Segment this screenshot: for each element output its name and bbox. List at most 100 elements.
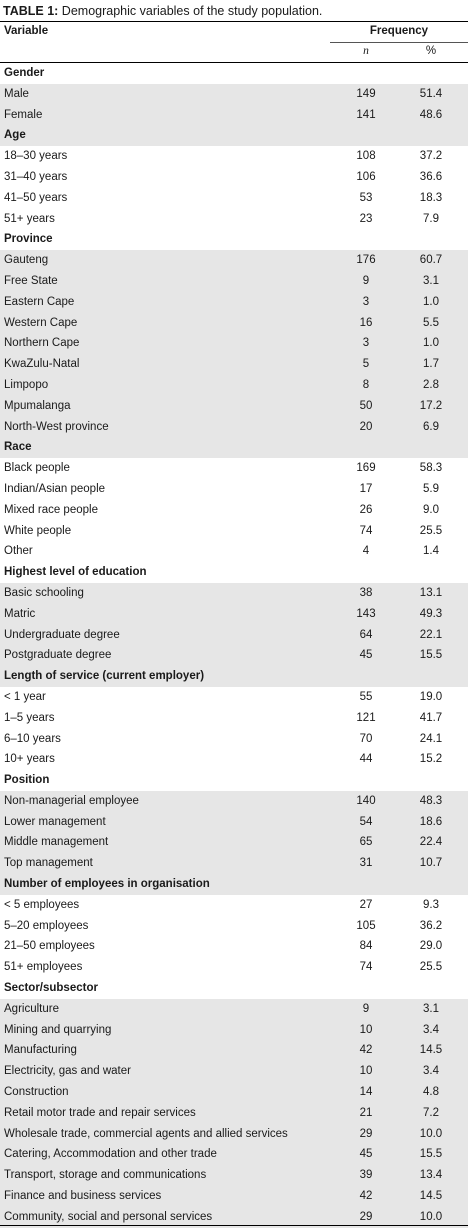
- row-count: 169: [356, 462, 376, 475]
- table-row: 5–20 employees 105 36.2: [0, 916, 468, 937]
- group-title: Length of service (current employer): [4, 670, 205, 683]
- row-count: 26: [359, 503, 373, 516]
- row-label: 18–30 years: [4, 150, 68, 163]
- row-label: Northern Cape: [4, 337, 80, 350]
- table-row: 51+ years 23 7.9: [0, 209, 468, 230]
- row-label: Finance and business services: [4, 1190, 162, 1203]
- table-body: Gender Male 149 51.4 Female 141 48.6 Age 18–30 y…: [0, 63, 468, 1228]
- row-percent: 29.0: [419, 940, 443, 953]
- row-label: Construction: [4, 1086, 69, 1099]
- header-n: n: [363, 45, 369, 57]
- table-row: Electricity, gas and water 10 3.4: [0, 1061, 468, 1083]
- table-row: Eastern Cape 3 1.0: [0, 291, 468, 313]
- header-rule: [0, 62, 468, 63]
- table-row: Northern Cape 3 1.0: [0, 333, 468, 355]
- row-percent: 10.7: [419, 857, 443, 870]
- row-label: 6–10 years: [4, 732, 61, 745]
- table-row: Postgraduate degree 45 15.5: [0, 645, 468, 667]
- row-count: 50: [359, 399, 373, 412]
- group-title: Gender: [4, 67, 45, 79]
- row-label: Matric: [4, 607, 36, 620]
- row-label: Agriculture: [4, 1002, 59, 1015]
- table-row: Manufacturing 42 14.5: [0, 1040, 468, 1062]
- table-row: Agriculture 9 3.1: [0, 998, 468, 1020]
- row-percent: 7.2: [423, 1106, 439, 1119]
- table-row: Gauteng 176 60.7: [0, 250, 468, 271]
- row-percent: 1.0: [423, 337, 439, 350]
- row-count: 53: [359, 191, 373, 204]
- group-header-row: Highest level of education: [0, 562, 468, 583]
- row-label: Wholesale trade, commercial agents and a…: [4, 1127, 288, 1140]
- table-row: Non-managerial employee 140 48.3: [0, 790, 468, 812]
- table-row: < 5 employees 27 9.3: [0, 895, 468, 916]
- row-count: 42: [359, 1044, 373, 1057]
- row-label: Basic schooling: [4, 586, 84, 599]
- row-label: Mining and quarrying: [4, 1023, 112, 1036]
- row-label: < 1 year: [4, 690, 46, 703]
- table-row: Female 141 48.6: [0, 104, 468, 126]
- top-rule: [0, 21, 468, 22]
- row-count: 31: [359, 857, 373, 870]
- table-row: Basic schooling 38 13.1: [0, 582, 468, 604]
- row-label: Other: [4, 545, 33, 558]
- row-label: < 5 employees: [4, 898, 80, 911]
- row-label: Transport, storage and communications: [4, 1169, 207, 1182]
- row-count: 23: [359, 212, 373, 225]
- row-count: 108: [356, 150, 376, 163]
- row-label: Middle management: [4, 836, 109, 849]
- row-label: 31–40 years: [4, 170, 68, 183]
- row-count: 105: [356, 919, 376, 932]
- row-label: North-West province: [4, 420, 109, 433]
- table-row: Construction 14 4.8: [0, 1082, 468, 1103]
- group-header-row: Race: [0, 437, 468, 459]
- row-count: 20: [359, 420, 373, 433]
- row-count: 38: [359, 586, 373, 599]
- table-row: Free State 9 3.1: [0, 270, 468, 292]
- row-label: 10+ years: [4, 753, 55, 766]
- table-row: White people 74 25.5: [0, 521, 468, 542]
- row-count: 176: [356, 254, 376, 267]
- table-caption: TABLE 1: Demographic variables of the st…: [3, 2, 322, 20]
- row-count: 21: [359, 1106, 373, 1119]
- row-percent: 18.6: [419, 815, 443, 828]
- row-percent: 41.7: [419, 711, 443, 724]
- row-percent: 36.2: [419, 919, 443, 932]
- row-percent: 15.2: [419, 753, 443, 766]
- row-label: Black people: [4, 462, 70, 475]
- header-frequency-rule: [330, 42, 468, 43]
- group-title: Highest level of education: [4, 566, 147, 579]
- row-percent: 3.1: [423, 1002, 439, 1015]
- table-row: Community, social and personal services 2…: [0, 1206, 468, 1228]
- row-percent: 1.4: [423, 545, 439, 558]
- group-header-row: Length of service (current employer): [0, 666, 468, 687]
- row-count: 141: [356, 108, 376, 121]
- row-percent: 51.4: [419, 87, 443, 100]
- row-label: Mixed race people: [4, 503, 98, 516]
- row-count: 5: [362, 358, 370, 371]
- row-percent: 5.9: [423, 482, 439, 495]
- row-percent: 22.4: [419, 836, 443, 849]
- header-variable: Variable: [4, 25, 49, 37]
- row-count: 29: [359, 1127, 373, 1140]
- table-row: Matric 143 49.3: [0, 603, 468, 625]
- row-percent: 60.7: [419, 254, 443, 267]
- group-header-row: Position: [0, 770, 468, 791]
- row-count: 55: [359, 690, 373, 703]
- row-count: 64: [359, 628, 373, 641]
- table-row: 1–5 years 121 41.7: [0, 708, 468, 729]
- table-row: Other 4 1.4: [0, 541, 468, 562]
- row-count: 70: [359, 732, 373, 745]
- row-count: 16: [359, 316, 373, 329]
- table-row: Wholesale trade, commercial agents and a…: [0, 1123, 468, 1145]
- row-percent: 13.1: [419, 586, 443, 599]
- row-label: Limpopo: [4, 378, 49, 391]
- table-row: 41–50 years 53 18.3: [0, 188, 468, 209]
- row-label: Retail motor trade and repair services: [4, 1106, 196, 1119]
- row-percent: 25.5: [419, 524, 443, 537]
- row-count: 29: [359, 1210, 373, 1223]
- table-row: 51+ employees 74 25.5: [0, 957, 468, 978]
- group-header-row: Number of employees in organisation: [0, 874, 468, 895]
- row-count: 17: [359, 482, 373, 495]
- table-row: Mpumalanga 50 17.2: [0, 395, 468, 417]
- table-row: Undergraduate degree 64 22.1: [0, 624, 468, 646]
